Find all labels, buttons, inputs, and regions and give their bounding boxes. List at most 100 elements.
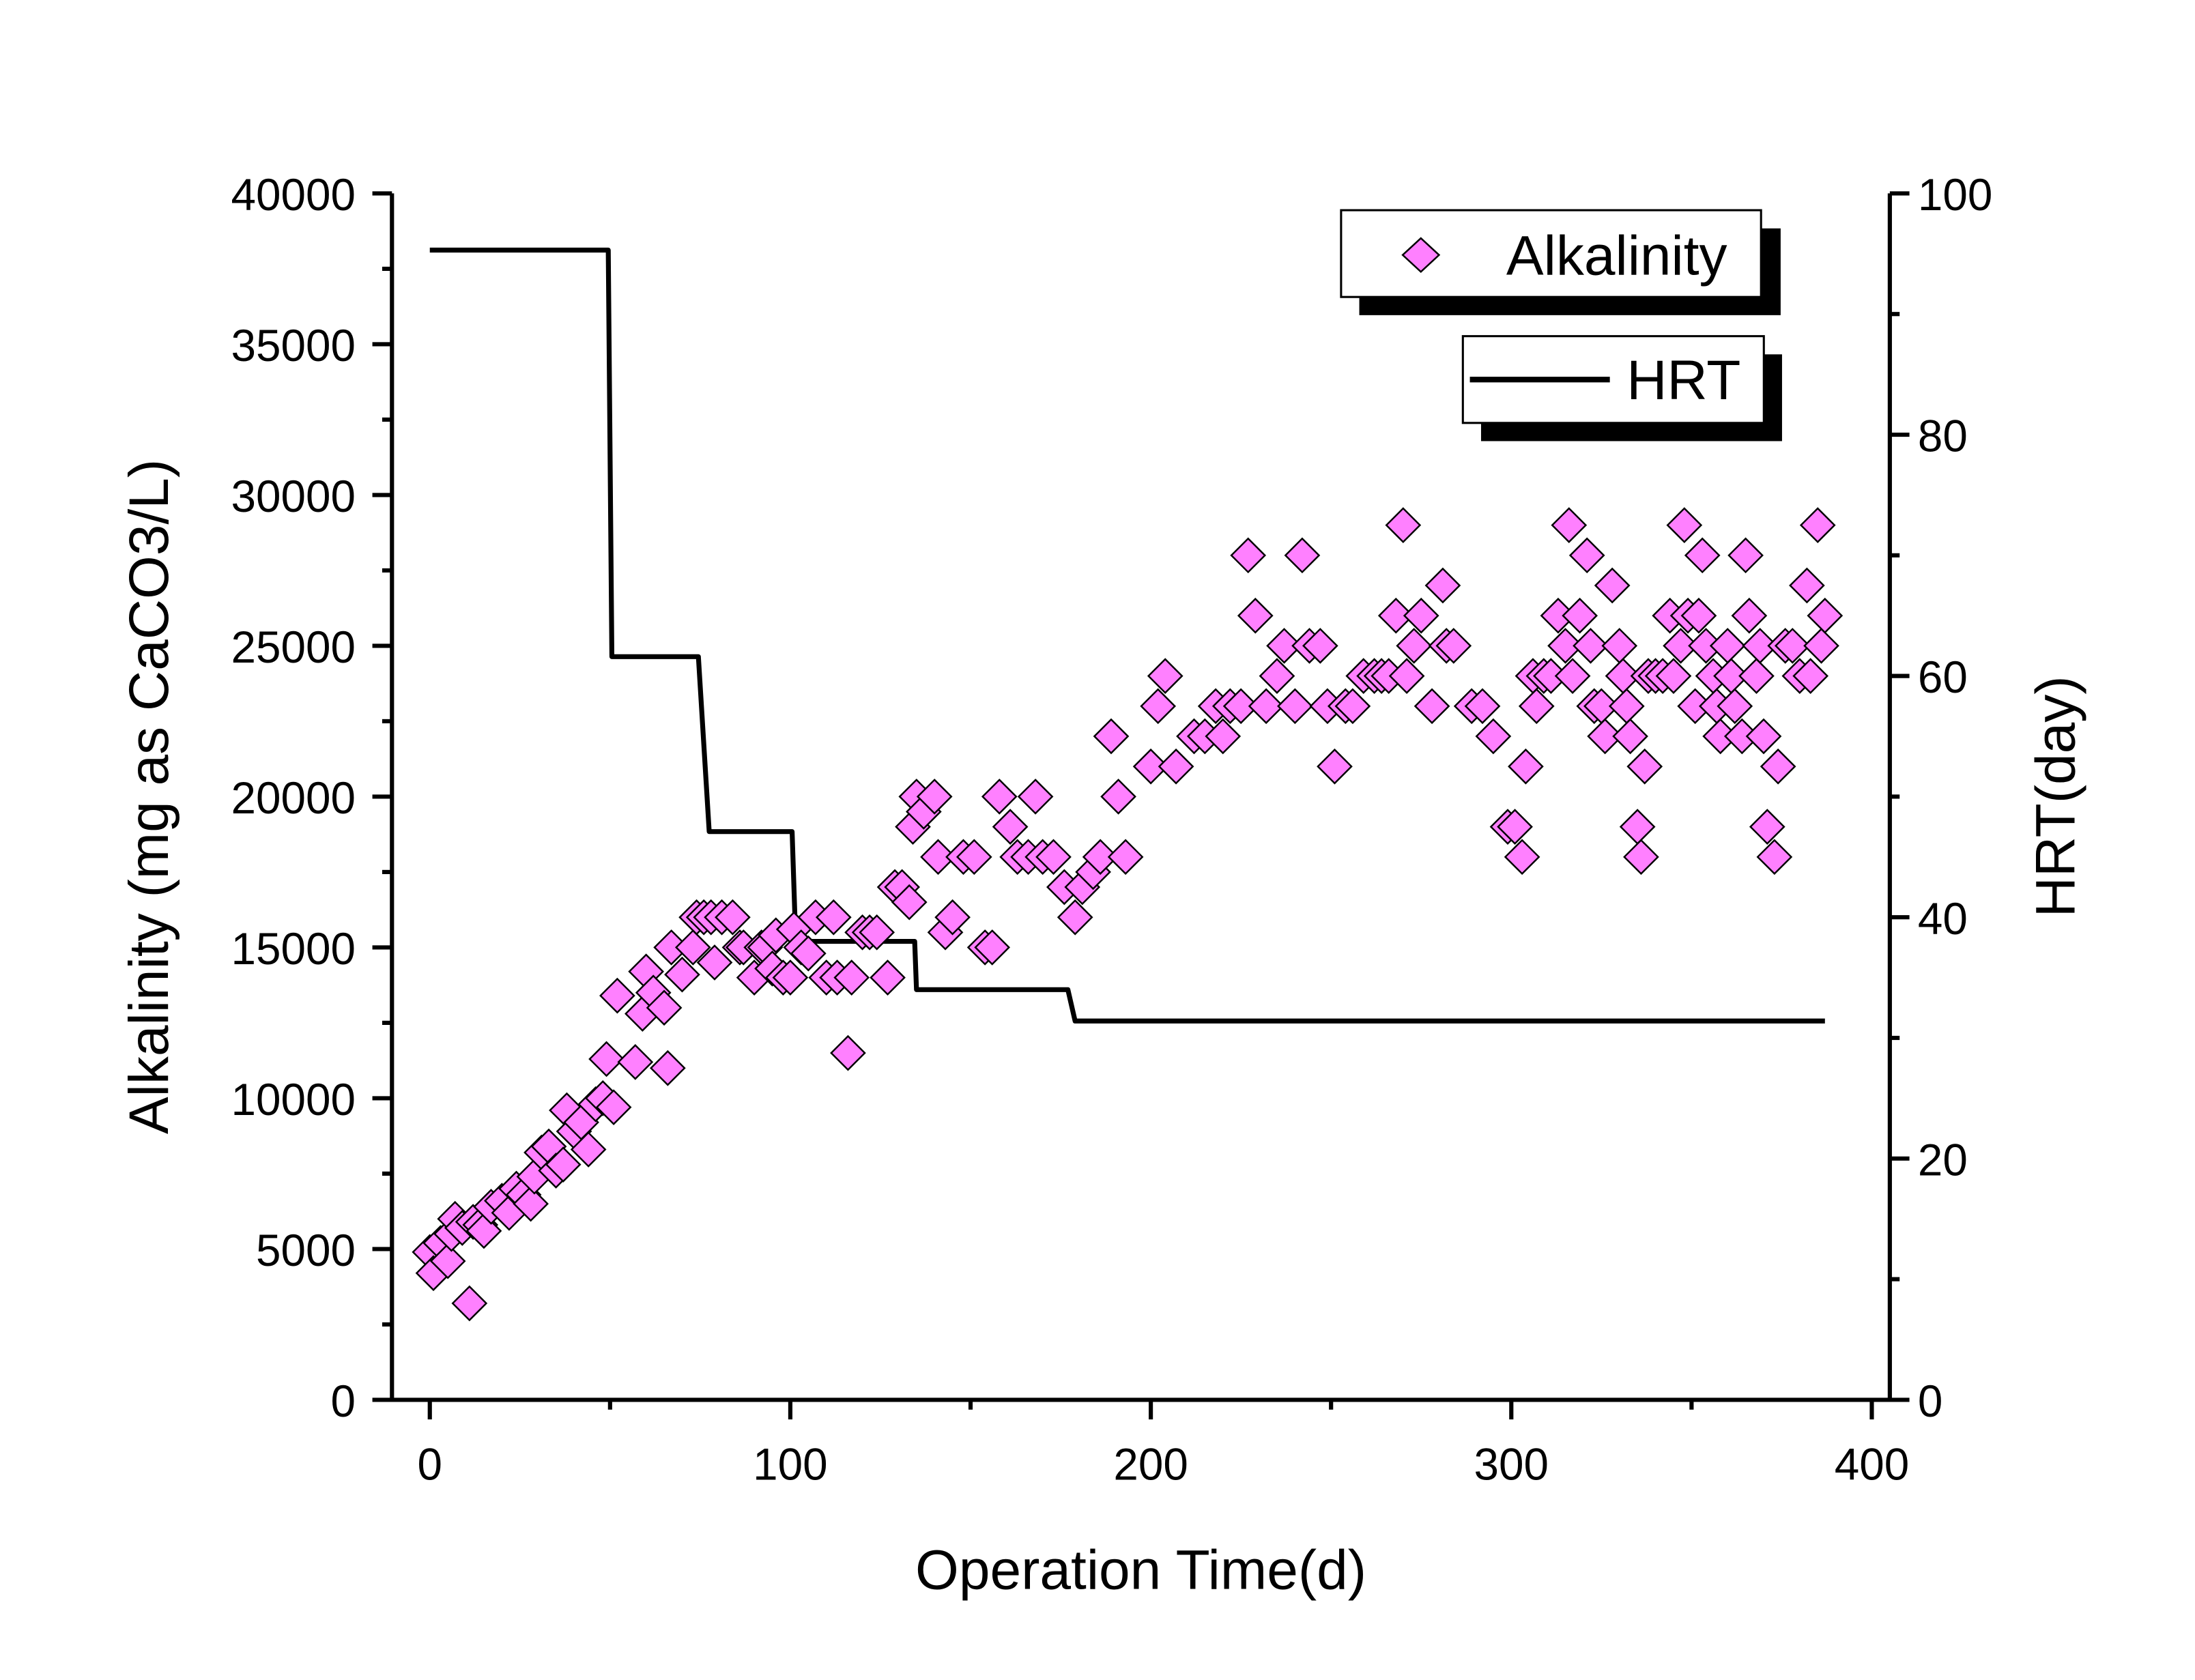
alkalinity-point bbox=[1414, 688, 1450, 725]
alkalinity-point bbox=[1612, 718, 1648, 755]
alkalinity-point bbox=[1619, 809, 1656, 845]
alkalinity-point bbox=[1017, 779, 1054, 815]
alkalinity-point bbox=[1057, 899, 1093, 936]
alkalinity-point bbox=[664, 956, 700, 993]
alkalinity-point bbox=[1205, 718, 1242, 755]
y-tick-label: 20000 bbox=[231, 773, 356, 823]
alkalinity-point bbox=[1803, 628, 1839, 664]
alkalinity-point bbox=[1377, 597, 1414, 634]
alkalinity-point bbox=[1792, 658, 1829, 694]
alkalinity-point bbox=[1666, 507, 1703, 543]
alkalinity-point bbox=[1317, 748, 1353, 785]
alkalinity-point bbox=[1807, 597, 1843, 634]
y2-tick-label: 60 bbox=[1918, 652, 1968, 702]
alkalinity-point bbox=[1082, 839, 1119, 875]
alkalinity-point bbox=[513, 1185, 549, 1222]
alkalinity-point bbox=[429, 1243, 466, 1279]
alkalinity-point bbox=[1475, 718, 1512, 755]
alkalinity-point bbox=[1774, 628, 1811, 664]
legend-diamond-marker bbox=[1401, 237, 1441, 273]
axes: 0500010000150002000025000300003500040000… bbox=[231, 170, 1992, 1489]
alkalinity-point bbox=[617, 1044, 654, 1080]
alkalinity-point bbox=[934, 899, 971, 936]
y-tick-label: 10000 bbox=[231, 1075, 356, 1125]
alkalinity-point bbox=[815, 899, 852, 936]
alkalinity-point bbox=[599, 977, 635, 1014]
y-tick-label: 30000 bbox=[231, 472, 356, 521]
alkalinity-point bbox=[1266, 628, 1302, 664]
alkalinity-point bbox=[570, 1131, 607, 1168]
alkalinity-point bbox=[1248, 688, 1285, 725]
legend-label-alkalinity: Alkalinity bbox=[1506, 225, 1727, 287]
alkalinity-point bbox=[859, 914, 895, 951]
y2-tick-label: 100 bbox=[1918, 170, 1993, 220]
legend-item-alkalinity: Alkalinity bbox=[1340, 209, 1781, 315]
alkalinity-point bbox=[1608, 688, 1645, 725]
alkalinity-point bbox=[674, 929, 711, 966]
alkalinity-point bbox=[1158, 748, 1194, 785]
alkalinity-point bbox=[595, 1089, 632, 1126]
alkalinity-point bbox=[1403, 597, 1439, 634]
alkalinity-point bbox=[1554, 658, 1591, 694]
alkalinity-point bbox=[1385, 507, 1422, 543]
alkalinity-point bbox=[1684, 537, 1721, 574]
alkalinity-point bbox=[1100, 779, 1136, 815]
alkalinity-point bbox=[1508, 748, 1544, 785]
legend-label-hrt: HRT bbox=[1626, 349, 1740, 411]
legend: Alkalinity HRT bbox=[1340, 209, 1782, 441]
y-tick-label: 35000 bbox=[231, 321, 356, 371]
alkalinity-point bbox=[916, 779, 953, 815]
alkalinity-point bbox=[891, 884, 928, 921]
y2-axis-label: HRT(day) bbox=[2025, 676, 2087, 917]
alkalinity-point bbox=[545, 1146, 582, 1183]
alkalinity-point bbox=[1709, 628, 1746, 664]
alkalinity-point bbox=[1518, 688, 1555, 725]
alkalinity-point bbox=[956, 839, 992, 875]
alkalinity-series bbox=[412, 507, 1843, 1322]
alkalinity-point bbox=[1107, 839, 1144, 875]
alkalinity-point bbox=[1789, 567, 1825, 604]
alkalinity-point bbox=[1601, 628, 1638, 664]
alkalinity-point bbox=[1334, 688, 1371, 725]
alkalinity-point bbox=[1731, 597, 1768, 634]
alkalinity-point bbox=[1799, 507, 1836, 543]
x-tick-label: 0 bbox=[417, 1439, 442, 1489]
alkalinity-point bbox=[1756, 839, 1793, 875]
alkalinity-point bbox=[1626, 748, 1663, 785]
alkalinity-point bbox=[1623, 839, 1659, 875]
alkalinity-point bbox=[1760, 748, 1796, 785]
alkalinity-point bbox=[1749, 809, 1785, 845]
x-axis-label: Operation Time(d) bbox=[915, 1539, 1366, 1601]
alkalinity-point bbox=[1551, 507, 1588, 543]
alkalinity-point bbox=[1284, 537, 1321, 574]
alkalinity-point bbox=[1547, 628, 1583, 664]
alkalinity-point bbox=[451, 1285, 488, 1322]
alkalinity-point bbox=[1132, 748, 1169, 785]
alkalinity-point bbox=[833, 959, 870, 996]
alkalinity-point bbox=[1680, 597, 1717, 634]
alkalinity-point bbox=[1727, 537, 1764, 574]
alkalinity-point bbox=[1302, 628, 1338, 664]
alkalinity-point bbox=[1504, 839, 1540, 875]
alkalinity-point bbox=[465, 1213, 502, 1249]
y-tick-label: 0 bbox=[330, 1376, 356, 1426]
alkalinity-point bbox=[772, 959, 809, 996]
y2-tick-label: 0 bbox=[1918, 1376, 1943, 1426]
y2-tick-label: 40 bbox=[1918, 894, 1968, 944]
alkalinity-point bbox=[981, 779, 1018, 815]
alkalinity-point bbox=[1573, 628, 1609, 664]
x-tick-label: 200 bbox=[1113, 1439, 1188, 1489]
alkalinity-point bbox=[1035, 839, 1072, 875]
alkalinity-point bbox=[1396, 628, 1433, 664]
alkalinity-point bbox=[1717, 688, 1753, 725]
alkalinity-point bbox=[1424, 567, 1461, 604]
alkalinity-point bbox=[1745, 718, 1782, 755]
alkalinity-point bbox=[1655, 658, 1692, 694]
alkalinity-point bbox=[1464, 688, 1501, 725]
alkalinity-point bbox=[646, 989, 683, 1026]
alkalinity-point bbox=[1230, 537, 1267, 574]
alkalinity-point bbox=[1742, 628, 1779, 664]
alkalinity-point bbox=[715, 899, 751, 936]
alkalinity-point bbox=[1277, 688, 1313, 725]
alkalinity-point bbox=[1562, 597, 1598, 634]
